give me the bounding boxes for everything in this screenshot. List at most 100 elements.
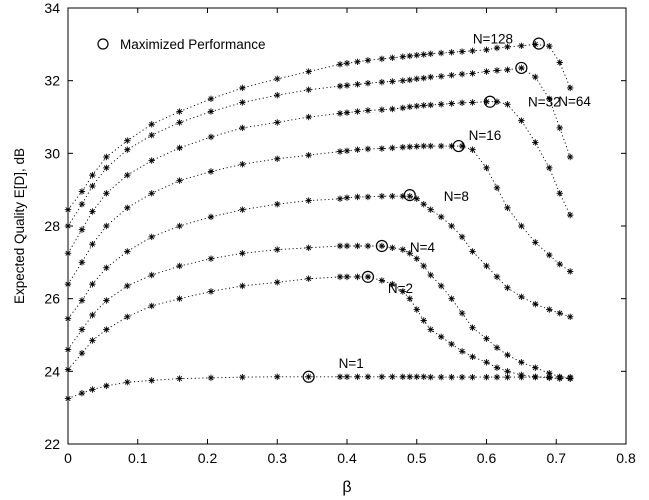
optimum-marker bbox=[403, 189, 416, 202]
data-point bbox=[518, 293, 525, 301]
data-point bbox=[64, 250, 72, 257]
y-tick-label: 26 bbox=[44, 291, 60, 307]
data-point bbox=[556, 190, 563, 197]
data-point bbox=[378, 106, 386, 113]
data-point bbox=[448, 222, 455, 230]
x-tick-label: 0.8 bbox=[616, 450, 636, 466]
data-point bbox=[78, 188, 86, 195]
data-point bbox=[378, 193, 386, 200]
data-point bbox=[78, 201, 86, 208]
data-point bbox=[483, 262, 490, 270]
data-point bbox=[336, 273, 344, 281]
data-point bbox=[239, 99, 246, 106]
data-point bbox=[532, 373, 539, 380]
data-point bbox=[413, 143, 420, 150]
data-point bbox=[124, 379, 131, 386]
data-point bbox=[343, 242, 351, 250]
data-point bbox=[89, 171, 96, 179]
data-point bbox=[239, 206, 246, 213]
data-point bbox=[406, 52, 413, 60]
y-tick-label: 32 bbox=[44, 73, 60, 89]
data-point bbox=[364, 373, 372, 380]
data-point bbox=[427, 271, 434, 279]
y-tick-label: 30 bbox=[44, 145, 60, 161]
data-point bbox=[483, 164, 490, 172]
data-point bbox=[124, 171, 131, 179]
data-point bbox=[532, 139, 539, 146]
data-point bbox=[64, 280, 72, 288]
data-point bbox=[546, 164, 553, 172]
data-point bbox=[469, 47, 476, 55]
legend: Maximized Performance bbox=[97, 37, 266, 52]
data-point bbox=[78, 349, 86, 357]
data-point bbox=[354, 273, 361, 281]
data-point bbox=[124, 146, 131, 153]
data-point bbox=[504, 204, 511, 212]
data-point bbox=[458, 70, 466, 78]
data-point bbox=[103, 222, 110, 230]
data-point bbox=[399, 104, 406, 112]
data-point bbox=[413, 255, 420, 262]
data-point bbox=[124, 313, 131, 321]
data-point bbox=[413, 306, 420, 313]
data-point bbox=[399, 246, 406, 253]
data-point bbox=[148, 157, 155, 164]
data-point bbox=[458, 310, 466, 317]
data-point bbox=[354, 81, 361, 88]
data-point bbox=[493, 373, 501, 381]
data-point bbox=[64, 346, 72, 353]
data-point bbox=[437, 101, 445, 108]
series-label: N=64 bbox=[558, 94, 591, 109]
data-point bbox=[427, 373, 434, 381]
series-n4 bbox=[64, 239, 574, 382]
series-n1 bbox=[64, 370, 574, 402]
data-point bbox=[176, 119, 183, 126]
data-point bbox=[420, 317, 427, 324]
data-point bbox=[176, 262, 183, 270]
data-point bbox=[504, 373, 511, 381]
data-point bbox=[274, 201, 281, 208]
data-point bbox=[389, 280, 396, 288]
data-point bbox=[207, 108, 215, 115]
data-point bbox=[567, 268, 574, 275]
data-point bbox=[448, 340, 455, 348]
series-label: N=4 bbox=[410, 240, 436, 255]
data-point bbox=[274, 373, 281, 380]
data-point bbox=[64, 366, 72, 373]
series-line bbox=[67, 276, 571, 380]
data-point bbox=[448, 295, 455, 302]
data-point bbox=[176, 177, 183, 184]
data-point bbox=[420, 142, 427, 150]
data-point bbox=[406, 193, 413, 200]
data-point bbox=[389, 193, 396, 200]
data-point bbox=[532, 73, 539, 81]
data-point bbox=[378, 145, 386, 152]
data-point bbox=[176, 222, 183, 230]
y-axis-label: Expected Quality E[D], dB bbox=[12, 148, 27, 304]
data-point bbox=[427, 326, 434, 333]
data-point bbox=[437, 142, 445, 150]
data-point bbox=[89, 280, 96, 288]
data-point bbox=[406, 295, 413, 302]
data-point bbox=[274, 119, 281, 126]
data-point bbox=[399, 143, 406, 151]
data-point bbox=[399, 373, 406, 380]
data-point bbox=[389, 144, 396, 152]
data-point bbox=[406, 143, 413, 150]
data-point bbox=[458, 348, 466, 355]
data-point bbox=[448, 100, 455, 107]
data-point bbox=[103, 153, 110, 161]
data-point bbox=[427, 142, 434, 150]
data-point bbox=[207, 133, 215, 141]
data-point bbox=[78, 226, 86, 233]
data-point bbox=[239, 161, 246, 168]
data-point bbox=[64, 222, 72, 230]
data-point bbox=[364, 273, 372, 281]
data-point bbox=[103, 264, 110, 271]
data-point bbox=[364, 57, 372, 64]
data-point bbox=[469, 70, 476, 77]
data-point bbox=[493, 67, 501, 74]
data-point bbox=[378, 242, 386, 250]
data-point bbox=[378, 78, 386, 86]
data-point bbox=[518, 371, 525, 379]
